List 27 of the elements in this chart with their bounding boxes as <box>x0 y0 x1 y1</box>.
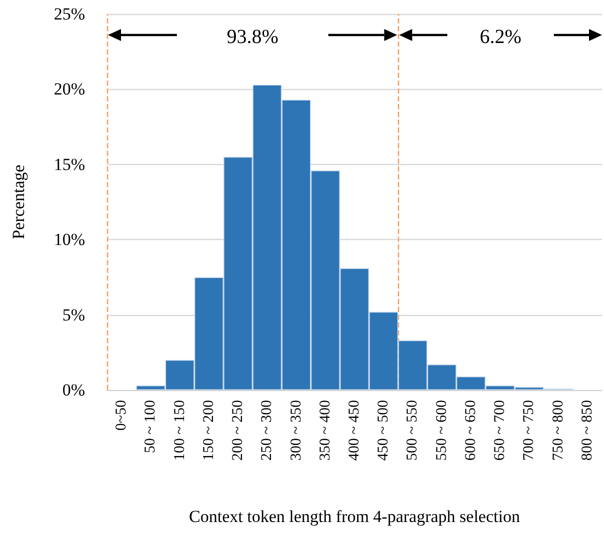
y-tick-label: 10% <box>54 230 85 250</box>
y-tick-label: 20% <box>54 80 85 99</box>
x-axis-title: Context token length from 4-paragraph selection <box>189 507 520 526</box>
annotation: 6.2% <box>480 26 522 48</box>
x-tick-label: 50 ~ 100 <box>142 400 159 454</box>
x-tick-label: 700 ~ 750 <box>521 400 538 461</box>
y-tick-label: 5% <box>62 305 85 324</box>
x-tick-label: 400 ~ 450 <box>346 400 362 461</box>
x-tick-label: 300 ~ 350 <box>288 400 304 461</box>
x-tick-label: 600 ~ 650 <box>462 400 479 461</box>
x-tick-label: 100 ~ 150 <box>172 400 188 461</box>
x-tick-label: 0~50 <box>114 400 130 431</box>
x-tick-label: 150 ~ 200 <box>200 400 217 461</box>
y-axis-title: Percentage <box>9 164 28 240</box>
x-tick-label: 500 ~ 550 <box>404 400 421 461</box>
x-tick-label: 550 ~ 600 <box>434 400 450 461</box>
x-tick-label: 350 ~ 400 <box>317 400 334 461</box>
x-tick-label: 750 ~ 800 <box>550 400 566 461</box>
x-tick-label: 200 ~ 250 <box>230 400 246 461</box>
annotation: 93.8% <box>226 26 278 48</box>
x-tick-label: 650 ~ 700 <box>492 400 508 461</box>
y-tick-label: 0% <box>62 380 85 400</box>
x-tick-label: 450 ~ 500 <box>376 400 392 461</box>
x-tick-label: 250 ~ 300 <box>259 400 276 461</box>
y-tick-label: 25% <box>54 4 85 24</box>
y-tick-label: 15% <box>54 154 85 174</box>
x-tick-label: 800 ~ 850 <box>579 400 596 461</box>
